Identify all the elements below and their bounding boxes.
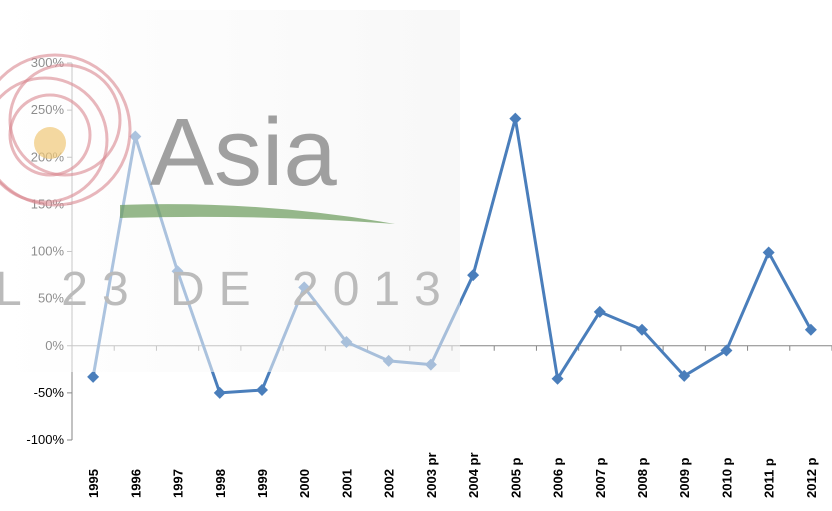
x-tick-label: 1998 [213, 469, 228, 498]
x-tick-label: 2001 [339, 469, 354, 498]
x-tick-label: 1996 [128, 469, 143, 498]
x-tick-label: 2000 [297, 469, 312, 498]
marker [256, 384, 268, 396]
x-tick-label: 2011 p [762, 458, 777, 498]
x-tick-label: 1999 [255, 469, 270, 498]
x-tick-label: 2009 p [677, 457, 692, 498]
watermark-dot [34, 127, 66, 159]
marker [87, 371, 99, 383]
y-tick-label: -100% [26, 432, 64, 447]
marker [763, 246, 775, 258]
x-tick-label: 2006 p [551, 457, 566, 498]
y-tick-label: -50% [34, 385, 65, 400]
watermark-brand: Asia [150, 99, 337, 206]
x-tick-label: 2007 p [593, 457, 608, 498]
x-tick-label: 2004 pr [466, 452, 481, 498]
watermark: Asia L 23 DE 2013 [0, 10, 460, 372]
x-tick-label: 2005 p [508, 457, 523, 498]
x-tick-label: 1995 [86, 469, 101, 498]
x-tick-label: 2010 p [719, 457, 734, 498]
watermark-date: L 23 DE 2013 [0, 263, 455, 316]
x-tick-label: 2008 p [635, 457, 650, 498]
x-tick-label: 2003 pr [424, 452, 439, 498]
marker [214, 387, 226, 399]
marker [509, 113, 521, 125]
x-tick-label: 1997 [171, 469, 186, 498]
x-tick-label: 2002 [382, 469, 397, 498]
marker [805, 324, 817, 336]
x-tick-label: 2012 p [804, 457, 819, 498]
marker [467, 269, 479, 281]
chart: -100%-50%0%50%100%150%200%250%300%199519… [0, 0, 832, 511]
